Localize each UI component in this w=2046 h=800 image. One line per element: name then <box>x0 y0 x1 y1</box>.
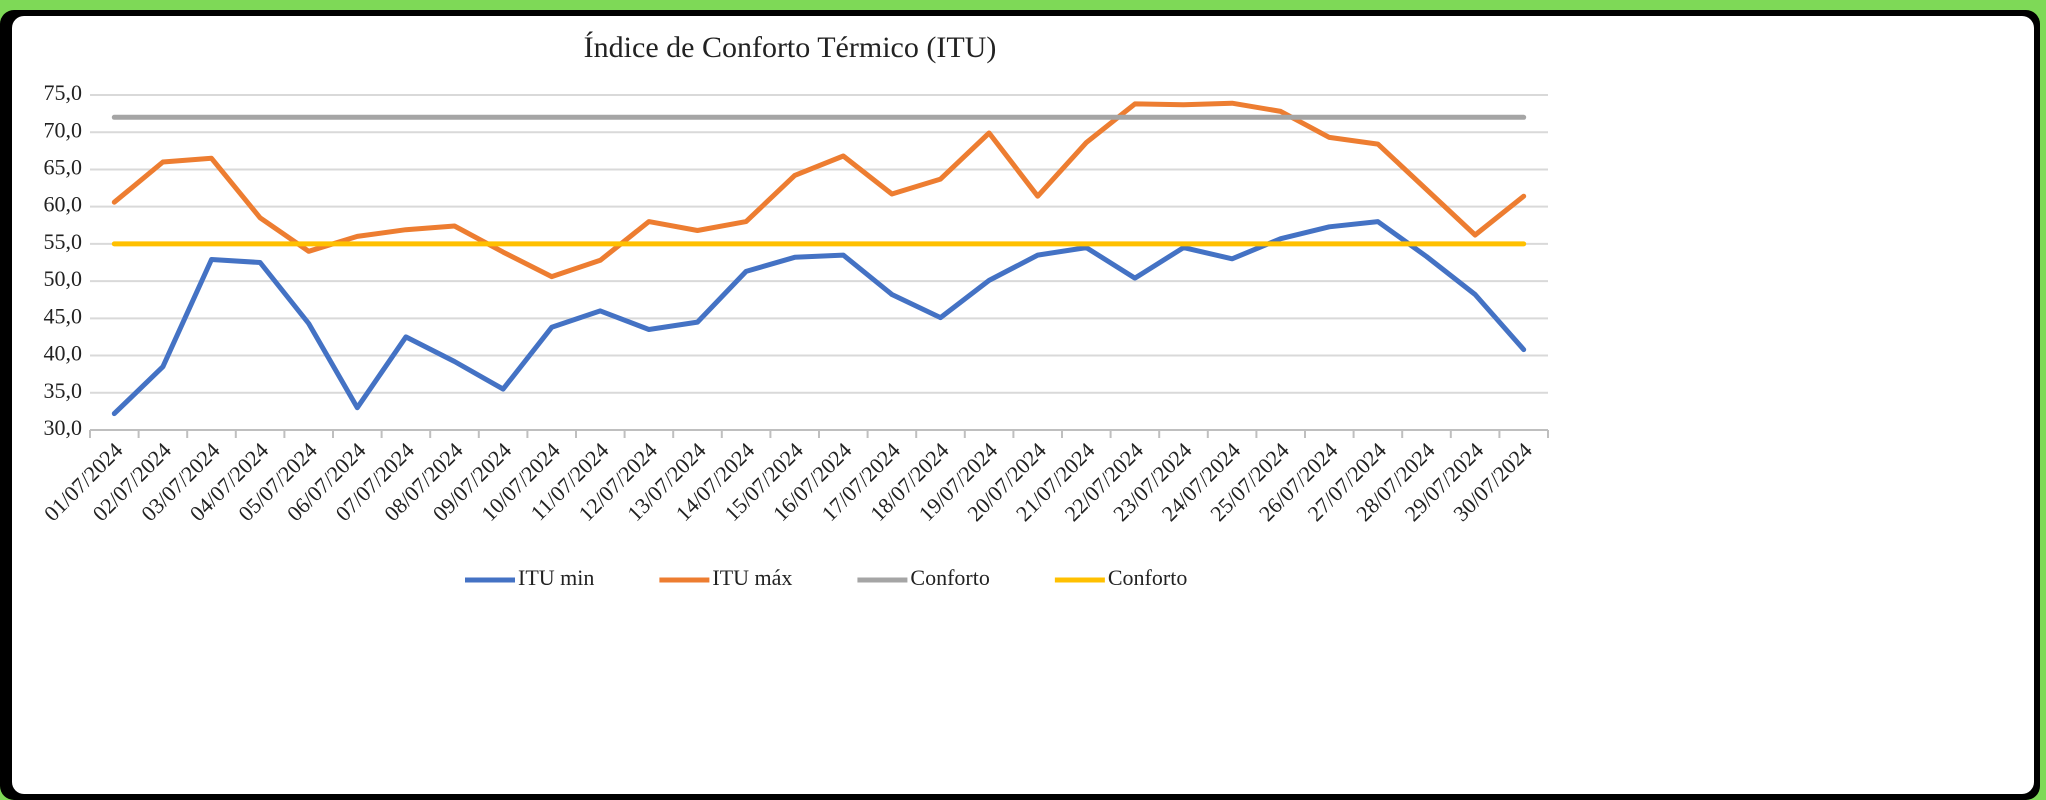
y-tick-label: 35,0 <box>44 378 83 403</box>
legend-label: ITU máx <box>712 565 792 590</box>
series-line <box>111 219 1527 417</box>
y-tick-label: 65,0 <box>44 154 83 179</box>
y-tick-label: 50,0 <box>44 266 83 291</box>
y-tick-label: 55,0 <box>44 229 83 254</box>
y-tick-label: 40,0 <box>44 341 83 366</box>
legend-label: Conforto <box>1108 565 1187 590</box>
y-tick-label: 75,0 <box>44 80 83 105</box>
y-tick-label: 60,0 <box>44 192 83 217</box>
legend-label: Conforto <box>910 565 989 590</box>
panel <box>12 16 2034 794</box>
chart-title: Índice de Conforto Térmico (ITU) <box>584 31 997 64</box>
legend-label: ITU min <box>518 565 594 590</box>
y-tick-label: 45,0 <box>44 303 83 328</box>
y-tick-label: 30,0 <box>44 415 83 440</box>
y-tick-label: 70,0 <box>44 117 83 142</box>
